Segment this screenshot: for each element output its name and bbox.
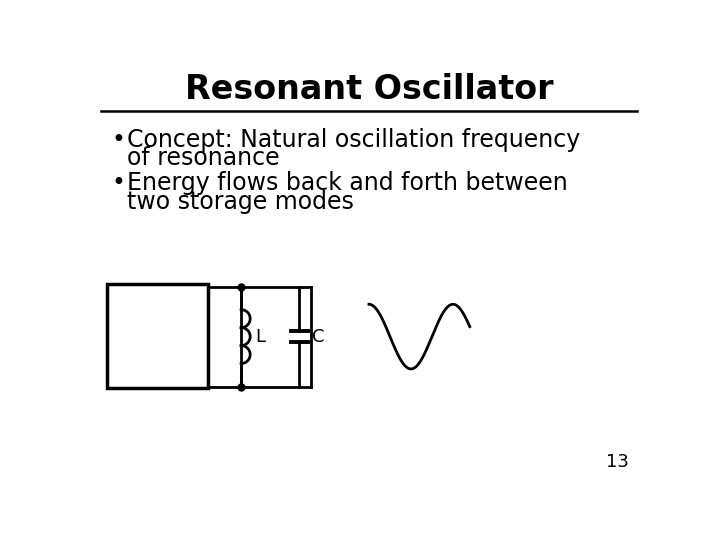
Text: of resonance: of resonance <box>127 146 280 171</box>
Bar <box>107 284 208 388</box>
Text: •: • <box>112 128 125 152</box>
Text: C: C <box>312 328 324 346</box>
Text: two storage modes: two storage modes <box>127 190 354 213</box>
Text: Energy flows back and forth between: Energy flows back and forth between <box>127 171 568 195</box>
Text: 13: 13 <box>606 454 629 471</box>
Text: •: • <box>112 171 125 195</box>
Text: Concept: Natural oscillation frequency: Concept: Natural oscillation frequency <box>127 128 580 152</box>
Text: Resonant Oscillator: Resonant Oscillator <box>185 73 553 106</box>
Text: L: L <box>255 328 265 346</box>
